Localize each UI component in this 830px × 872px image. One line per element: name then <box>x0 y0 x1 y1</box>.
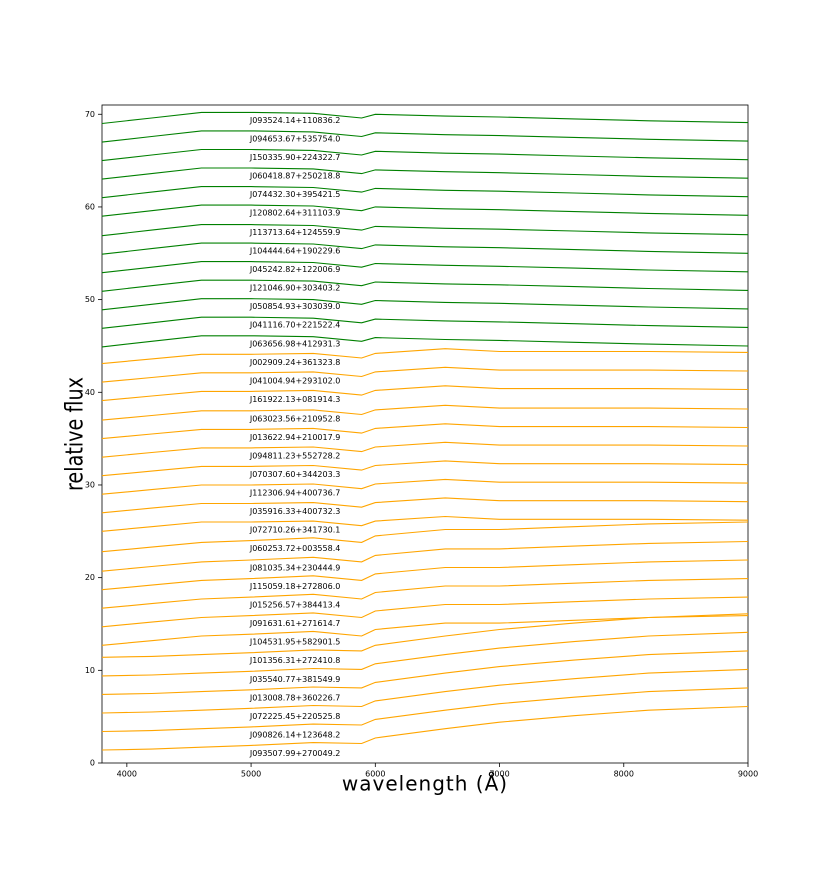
spectrum-label: J093507.99+270049.2 <box>249 749 340 758</box>
spectrum-line <box>101 441 749 458</box>
spectrum-label: J074432.30+395421.5 <box>249 190 340 199</box>
spectrum-line <box>101 615 749 646</box>
spectrum-label: J041116.70+221522.4 <box>249 321 340 330</box>
spectrum-label: J002909.24+361323.8 <box>249 358 340 367</box>
spectrum-label: J072710.26+341730.1 <box>249 526 340 535</box>
y-tick-label: 50 <box>85 295 95 304</box>
spectrum-label: J063656.98+412931.3 <box>249 339 340 348</box>
y-tick-label: 30 <box>85 480 95 489</box>
spectrum-line <box>101 423 749 440</box>
spectrum-line <box>101 613 749 658</box>
y-tick-label: 0 <box>90 759 95 768</box>
spectrum-label: J113713.64+124559.9 <box>249 228 340 237</box>
spectrum-label: J091631.61+271614.7 <box>249 619 340 628</box>
spectrum-label: J070307.60+344203.3 <box>249 470 340 479</box>
spectrum-label: J094653.67+535754.0 <box>249 134 340 143</box>
spectrum-label: J161922.13+081914.3 <box>249 395 340 404</box>
spectrum-label: J120802.64+311103.9 <box>249 209 340 218</box>
spectrum-line <box>101 130 749 143</box>
spectrum-line <box>101 204 749 217</box>
spectrum-line <box>101 631 749 677</box>
x-tick-label: 6000 <box>365 770 385 779</box>
spectrum-line <box>101 366 749 383</box>
x-tick-label: 7000 <box>489 770 509 779</box>
spectrum-line <box>101 578 749 609</box>
spectrum-label: J150335.90+224322.7 <box>249 153 340 162</box>
plot-frame <box>101 104 749 764</box>
spectrum-line <box>101 111 749 125</box>
y-tick-label: 20 <box>85 573 95 582</box>
spectrum-line <box>101 316 749 329</box>
x-tick-label: 9000 <box>738 770 758 779</box>
y-tick-label: 10 <box>85 666 95 675</box>
spectrum-label: J094811.23+552728.2 <box>249 451 340 460</box>
spectrum-line <box>101 497 749 514</box>
spectrum-line <box>101 167 749 180</box>
x-tick-label: 8000 <box>614 770 634 779</box>
spectrum-line <box>101 705 749 751</box>
spectrum-line <box>101 515 749 532</box>
spectrum-label: J050854.93+303039.0 <box>249 302 340 311</box>
spectrum-label: J093524.14+110836.2 <box>249 116 340 125</box>
spectrum-label: J090826.14+123648.2 <box>249 730 340 739</box>
y-axis-label: relative flux <box>62 377 90 491</box>
x-tick-label: 5000 <box>241 770 261 779</box>
spectrum-line <box>101 186 749 199</box>
spectrum-label: J035916.33+400732.3 <box>249 507 340 516</box>
spectrum-line <box>101 261 749 274</box>
x-tick-label: 4000 <box>117 770 137 779</box>
spectrum-label: J060253.72+003558.4 <box>249 544 340 553</box>
spectrum-label: J063023.56+210952.8 <box>249 414 340 423</box>
y-tick-label: 40 <box>85 388 95 397</box>
spectrum-label: J045242.82+122006.9 <box>249 265 340 274</box>
spectrum-label: J041004.94+293102.0 <box>249 376 340 385</box>
spectrum-label: J060418.87+250218.8 <box>249 172 340 181</box>
spectrum-line <box>101 460 749 477</box>
spectrum-label: J013622.94+210017.9 <box>249 433 340 442</box>
spectrum-label: J013008.78+360226.7 <box>249 693 340 702</box>
y-tick-label: 70 <box>85 110 95 119</box>
spectrum-line <box>101 687 749 733</box>
spectrum-label: J104531.95+582901.5 <box>249 638 340 647</box>
spectrum-label: J081035.34+230444.9 <box>249 564 340 573</box>
spectrum-line <box>101 385 749 402</box>
spectrum-line <box>101 279 749 292</box>
spectrum-line <box>101 521 749 553</box>
spectrum-label: J115059.18+272806.0 <box>249 582 340 591</box>
spectrum-label: J121046.90+303403.2 <box>249 284 340 293</box>
spectrum-line <box>101 596 749 628</box>
spectrum-line <box>101 335 749 348</box>
spectrum-label: J104444.64+190229.6 <box>249 247 340 256</box>
spectrum-label: J101356.31+272410.8 <box>249 656 340 665</box>
spectrum-label: J035540.77+381549.9 <box>249 675 340 684</box>
spectrum-line <box>101 668 749 714</box>
spectrum-line <box>101 242 749 255</box>
spectrum-line <box>101 650 749 695</box>
spectrum-label: J112306.94+400736.7 <box>249 488 340 497</box>
spectrum-line <box>101 298 749 311</box>
x-axis-label: wavelength (Å) <box>342 772 508 796</box>
spectrum-line <box>101 478 749 495</box>
spectrum-line <box>101 148 749 162</box>
spectrum-line <box>101 540 749 572</box>
spectrum-line <box>101 224 749 237</box>
y-tick-label: 60 <box>85 202 95 211</box>
spectrum-line <box>101 404 749 421</box>
spectrum-label: J015256.57+384413.4 <box>249 601 340 610</box>
spectrum-line <box>101 559 749 591</box>
spectrum-label: J072225.45+220525.8 <box>249 712 340 721</box>
spectrum-line <box>101 348 749 365</box>
